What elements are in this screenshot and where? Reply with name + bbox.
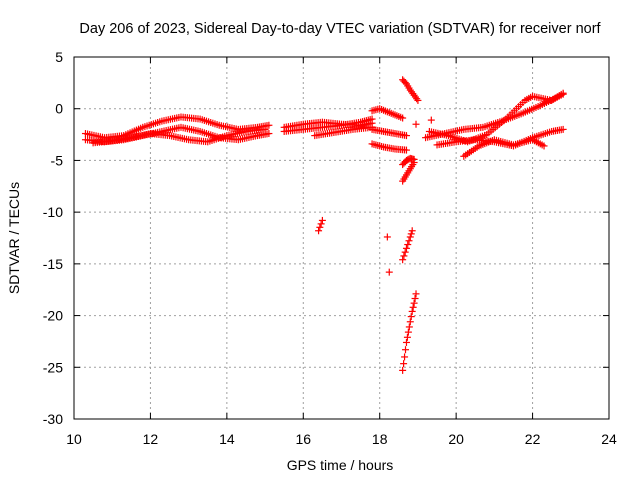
y-axis-label: SDTVAR / TECUs [6, 182, 22, 294]
data-point-marker [411, 295, 419, 303]
data-point-marker [401, 353, 409, 361]
data-point-marker [408, 227, 416, 235]
y-tick-label: 0 [55, 101, 63, 117]
data-point-marker [265, 121, 273, 129]
x-tick-label: 22 [525, 431, 541, 447]
data-point-marker [402, 146, 410, 154]
y-tick-label: -30 [43, 411, 63, 427]
data-point-marker [406, 233, 414, 241]
data-point-marker [559, 125, 567, 133]
data-point-marker [410, 299, 418, 307]
y-tick-label: 5 [55, 49, 63, 65]
x-tick-label: 20 [448, 431, 464, 447]
x-tick-label: 12 [143, 431, 159, 447]
data-point-marker [427, 116, 435, 124]
data-point-marker [406, 318, 414, 326]
data-point-marker [385, 268, 393, 276]
data-point-marker [265, 130, 273, 138]
data-point-marker [399, 114, 407, 122]
data-point-marker [400, 252, 408, 260]
axis-ticks: 10 12 14 16 18 20 22 24 5 0 -5 -10 -15 -20 -25 -30 [43, 49, 617, 447]
data-point-marker [402, 346, 410, 354]
data-point-marker [401, 248, 409, 256]
chart-title: Day 206 of 2023, Sidereal Day-to-day VTE… [79, 21, 601, 37]
y-tick-label: -5 [51, 152, 64, 168]
data-points [81, 76, 567, 374]
data-point-marker [405, 323, 413, 331]
data-point-marker [402, 244, 410, 252]
data-point-marker [317, 220, 325, 228]
data-point-marker [261, 125, 269, 133]
data-point-marker [400, 360, 408, 368]
x-tick-label: 14 [219, 431, 235, 447]
data-point-marker [315, 227, 323, 235]
y-tick-label: -10 [43, 204, 63, 220]
data-point-marker [404, 328, 412, 336]
data-point-marker [410, 158, 418, 166]
data-point-marker [559, 89, 567, 97]
data-point-marker [540, 142, 548, 150]
x-tick-label: 18 [372, 431, 388, 447]
x-tick-label: 10 [66, 431, 82, 447]
x-tick-label: 16 [295, 431, 311, 447]
data-point-marker [403, 333, 411, 341]
x-tick-label: 24 [601, 431, 617, 447]
data-point-marker [402, 338, 410, 346]
data-point-marker [402, 132, 410, 140]
data-point-marker [412, 120, 420, 128]
data-point-marker [318, 216, 326, 224]
y-tick-label: -25 [43, 359, 63, 375]
y-tick-label: -15 [43, 256, 63, 272]
data-point-marker [407, 313, 415, 321]
data-point-marker [404, 241, 412, 249]
data-point-marker [407, 230, 415, 238]
data-point-marker [408, 307, 416, 315]
data-point-marker [399, 256, 407, 264]
data-point-marker [405, 237, 413, 245]
data-point-marker [409, 303, 417, 311]
data-point-marker [413, 95, 421, 103]
y-tick-label: -20 [43, 308, 63, 324]
plot-frame [73, 56, 610, 420]
data-point-marker [316, 223, 324, 231]
data-point-marker [399, 366, 407, 374]
data-point-marker [383, 233, 391, 241]
data-point-marker [412, 290, 420, 298]
x-axis-label: GPS time / hours [287, 457, 394, 473]
data-point-marker [414, 96, 422, 104]
